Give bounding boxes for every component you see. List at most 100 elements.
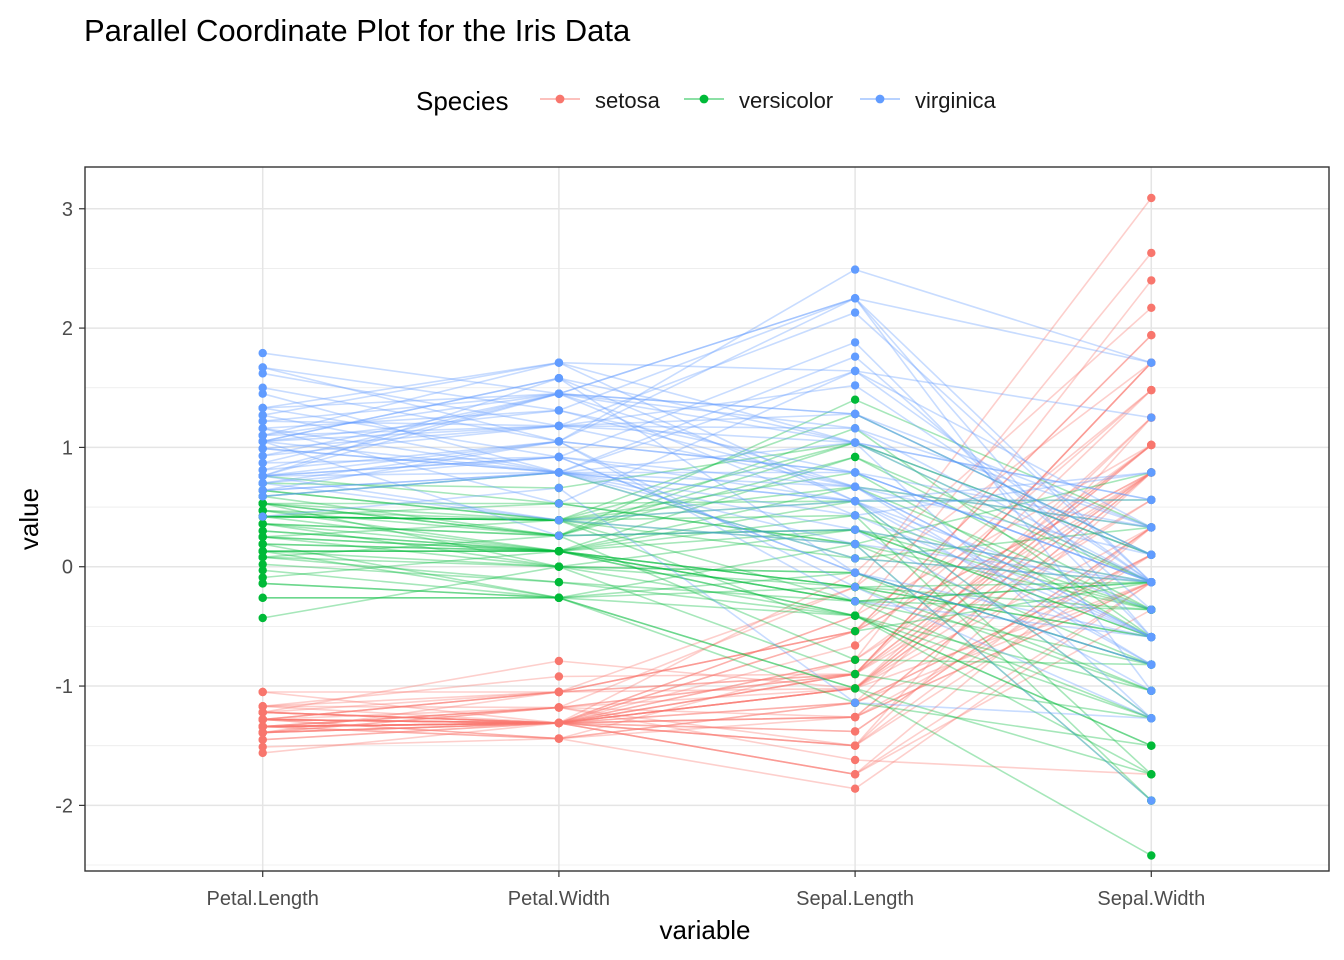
data-point-versicolor — [850, 627, 860, 636]
data-point-versicolor — [554, 562, 564, 571]
data-point-setosa — [554, 687, 564, 697]
data-point-setosa — [1147, 440, 1156, 450]
data-point-virginica — [850, 265, 860, 274]
series-line-virginica — [262, 425, 1152, 501]
data-point-setosa — [258, 702, 267, 711]
series-line-virginica — [262, 361, 1152, 502]
series-line-virginica — [262, 392, 1152, 517]
data-point-virginica — [258, 479, 267, 488]
data-point-virginica — [258, 465, 267, 475]
data-point-virginica — [850, 511, 860, 520]
series-line-virginica — [262, 297, 1152, 412]
series-line-versicolor — [262, 543, 1152, 638]
data-point-virginica — [850, 496, 860, 506]
data-point-virginica — [850, 482, 860, 491]
x-axis-title: variable — [659, 915, 750, 945]
series-line-versicolor — [262, 500, 1152, 775]
series-line-setosa — [262, 334, 1152, 708]
series-line-virginica — [262, 440, 1152, 720]
data-point-virginica — [1147, 495, 1156, 505]
series-line-setosa — [262, 362, 1152, 709]
series-line-setosa — [262, 417, 1152, 754]
series-lines-setosa — [262, 197, 1152, 790]
data-point-setosa — [850, 712, 860, 722]
data-point-virginica — [1147, 578, 1156, 587]
series-line-versicolor — [262, 475, 1152, 666]
series-line-virginica — [262, 370, 1152, 583]
legend: Species setosa versicolor virginica — [416, 86, 996, 116]
data-point-setosa — [554, 718, 564, 728]
series-line-setosa — [262, 554, 1152, 724]
legend-key-point — [555, 94, 565, 104]
series-line-versicolor — [262, 523, 1152, 692]
series-line-virginica — [262, 409, 1152, 638]
series-line-setosa — [262, 554, 1152, 740]
series-line-setosa — [262, 581, 1152, 728]
data-point-setosa — [554, 703, 564, 712]
data-point-versicolor — [1147, 851, 1156, 860]
series-line-virginica — [262, 487, 1152, 720]
data-point-virginica — [1147, 686, 1156, 695]
data-point-virginica — [258, 486, 267, 495]
series-line-setosa — [262, 471, 1152, 724]
data-point-setosa — [258, 748, 267, 758]
data-point-virginica — [554, 406, 564, 415]
series-line-versicolor — [262, 515, 1152, 611]
y-tick-label: 0 — [62, 557, 73, 579]
series-line-versicolor — [262, 485, 1152, 529]
series-line-virginica — [262, 456, 1152, 666]
data-point-virginica — [258, 458, 267, 468]
series-line-setosa — [262, 554, 1152, 724]
series-line-versicolor — [262, 556, 1152, 720]
data-point-virginica — [1147, 523, 1156, 532]
series-line-versicolor — [262, 543, 1152, 603]
data-point-virginica — [1147, 714, 1156, 723]
series-points — [258, 193, 1156, 860]
series-line-virginica — [262, 297, 1152, 583]
series-line-setosa — [262, 581, 1152, 790]
data-point-versicolor — [850, 611, 860, 620]
data-point-versicolor — [258, 532, 267, 542]
series-line-setosa — [262, 471, 1152, 714]
data-point-versicolor — [258, 566, 267, 575]
series-line-virginica — [262, 341, 1152, 638]
data-point-setosa — [258, 715, 267, 724]
series-line-setosa — [262, 471, 1152, 721]
series-line-virginica — [262, 392, 1152, 529]
data-point-virginica — [554, 374, 564, 383]
data-point-setosa — [258, 708, 267, 717]
series-line-versicolor — [262, 582, 1152, 692]
data-point-setosa — [1147, 303, 1156, 312]
data-point-setosa — [1147, 331, 1156, 340]
data-point-virginica — [850, 424, 860, 433]
series-line-setosa — [262, 581, 1152, 728]
series-line-setosa — [262, 444, 1152, 728]
series-line-setosa — [262, 417, 1152, 728]
data-point-versicolor — [850, 669, 860, 679]
data-point-virginica — [258, 471, 267, 481]
series-line-versicolor — [262, 582, 1152, 857]
series-line-versicolor — [262, 596, 1152, 747]
series-line-versicolor — [262, 502, 1152, 611]
data-point-virginica — [1147, 632, 1156, 642]
legend-key-point — [875, 94, 885, 104]
series-line-versicolor — [262, 550, 1152, 692]
series-line-versicolor — [262, 471, 1152, 545]
series-line-virginica — [262, 440, 1152, 611]
series-line-virginica — [262, 475, 1152, 638]
data-point-virginica — [850, 294, 860, 303]
series-line-virginica — [262, 471, 1152, 583]
series-line-virginica — [262, 456, 1152, 719]
data-point-virginica — [850, 554, 860, 563]
data-point-versicolor — [850, 655, 860, 664]
data-point-virginica — [554, 358, 564, 367]
data-point-versicolor — [554, 547, 564, 556]
series-line-virginica — [262, 409, 1152, 583]
data-point-setosa — [850, 755, 860, 765]
series-line-versicolor — [262, 515, 1152, 638]
series-line-versicolor — [262, 550, 1152, 776]
data-point-setosa — [258, 722, 267, 731]
data-point-setosa — [258, 735, 267, 744]
series-line-setosa — [262, 499, 1152, 728]
series-line-versicolor — [262, 556, 1152, 666]
